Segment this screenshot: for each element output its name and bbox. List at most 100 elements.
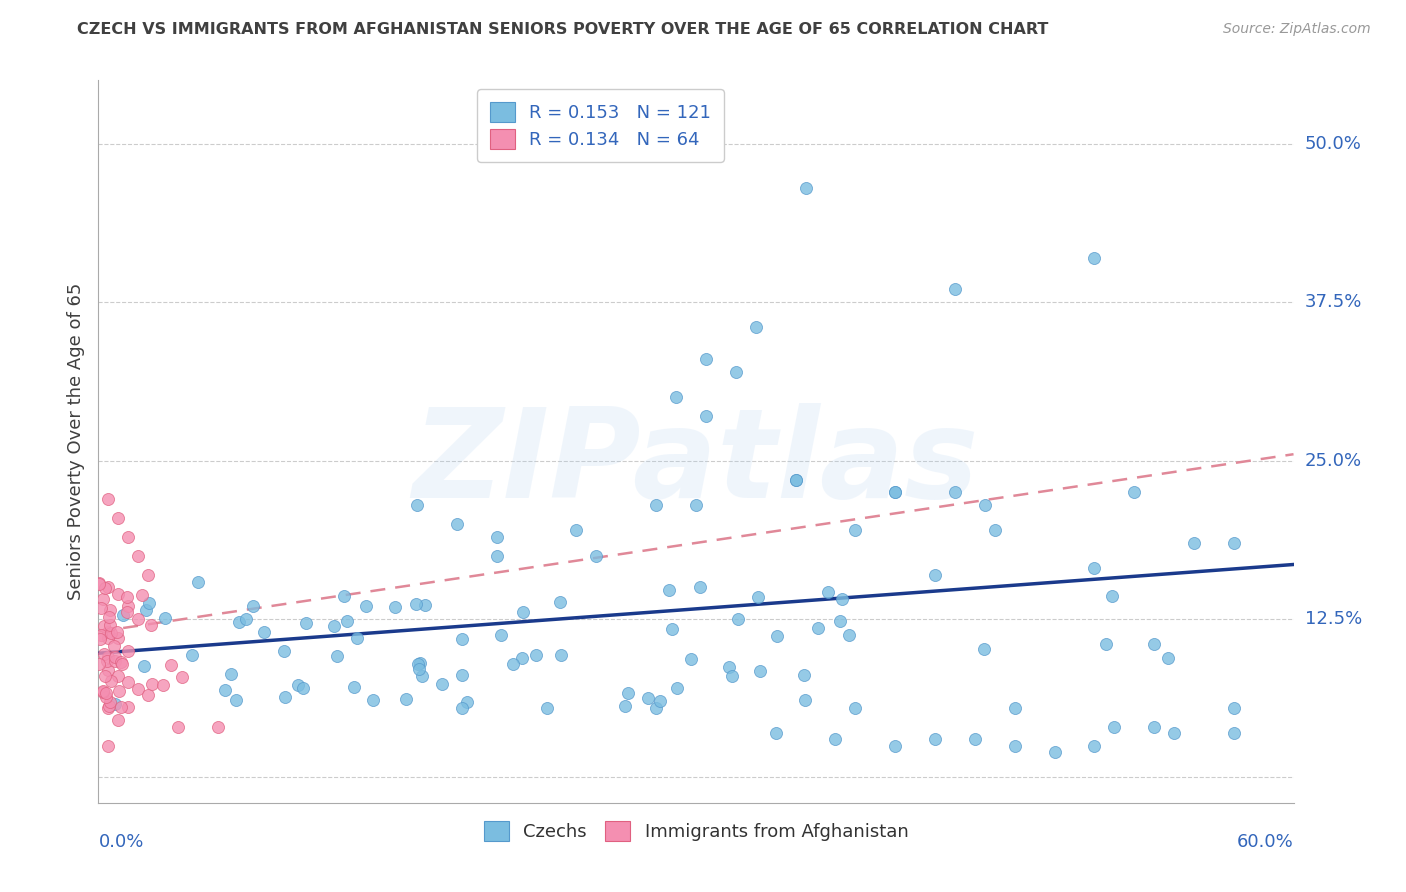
Point <box>94 690 117 704</box>
Point <box>1143 720 1166 734</box>
Point <box>884 739 907 753</box>
Point <box>973 498 995 512</box>
Point <box>91 592 114 607</box>
Point <box>689 580 711 594</box>
Point <box>502 657 524 672</box>
Point <box>727 612 749 626</box>
Point <box>141 677 163 691</box>
Point <box>745 320 768 334</box>
Point <box>973 642 995 657</box>
Point <box>117 605 139 619</box>
Point <box>884 485 907 500</box>
Point <box>97 491 120 506</box>
Point <box>97 624 120 639</box>
Point <box>98 618 121 632</box>
Point <box>613 698 636 713</box>
Point <box>409 656 432 670</box>
Point <box>406 657 429 672</box>
Point <box>167 720 190 734</box>
Point <box>97 698 120 713</box>
Legend: Czechs, Immigrants from Afghanistan: Czechs, Immigrants from Afghanistan <box>477 814 915 848</box>
Point <box>830 614 852 628</box>
Point <box>127 549 149 563</box>
Y-axis label: Seniors Poverty Over the Age of 65: Seniors Poverty Over the Age of 65 <box>66 283 84 600</box>
Point <box>325 648 347 663</box>
Point <box>187 574 209 589</box>
Point <box>1143 637 1166 651</box>
Point <box>450 700 472 714</box>
Point <box>838 628 860 642</box>
Point <box>100 674 122 689</box>
Point <box>1182 536 1205 550</box>
Text: 37.5%: 37.5% <box>1305 293 1362 311</box>
Point <box>1095 636 1118 650</box>
Point <box>135 603 157 617</box>
Point <box>87 576 110 591</box>
Point <box>105 625 128 640</box>
Point <box>413 599 436 613</box>
Point <box>117 643 139 657</box>
Point <box>943 485 966 500</box>
Point <box>172 670 194 684</box>
Point <box>97 739 120 753</box>
Text: 25.0%: 25.0% <box>1305 451 1362 469</box>
Point <box>924 732 946 747</box>
Point <box>510 651 533 665</box>
Point <box>117 599 139 614</box>
Point <box>512 605 534 619</box>
Point <box>291 681 314 696</box>
Point <box>747 590 769 604</box>
Point <box>138 596 160 610</box>
Point <box>93 581 115 595</box>
Point <box>408 662 430 676</box>
Point <box>87 577 110 591</box>
Point <box>104 649 127 664</box>
Point <box>1004 739 1026 753</box>
Point <box>132 658 155 673</box>
Point <box>97 650 120 665</box>
Point <box>616 686 638 700</box>
Point <box>136 688 159 702</box>
Point <box>252 624 274 639</box>
Point <box>103 639 125 653</box>
Point <box>242 599 264 614</box>
Point <box>548 595 571 609</box>
Point <box>637 691 659 706</box>
Point <box>943 282 966 296</box>
Point <box>96 686 118 700</box>
Point <box>91 685 114 699</box>
Point <box>90 628 112 642</box>
Point <box>648 694 671 708</box>
Point <box>363 693 385 707</box>
Point <box>97 663 120 677</box>
Point <box>405 597 427 611</box>
Point <box>585 549 607 563</box>
Point <box>346 632 368 646</box>
Point <box>884 485 907 500</box>
Point <box>406 498 429 512</box>
Point <box>451 632 474 646</box>
Point <box>139 618 162 632</box>
Text: 50.0%: 50.0% <box>1305 135 1361 153</box>
Point <box>831 592 853 607</box>
Point <box>1083 251 1105 265</box>
Text: ZIPatlas: ZIPatlas <box>413 402 979 524</box>
Point <box>1083 739 1105 753</box>
Point <box>794 181 817 195</box>
Point <box>115 590 138 604</box>
Point <box>97 700 120 714</box>
Point <box>160 658 183 673</box>
Point <box>127 612 149 626</box>
Point <box>274 690 297 704</box>
Point <box>354 599 377 613</box>
Text: 60.0%: 60.0% <box>1237 833 1294 851</box>
Point <box>665 390 688 404</box>
Point <box>963 732 986 747</box>
Point <box>112 607 135 622</box>
Point <box>1004 700 1026 714</box>
Point <box>661 622 683 636</box>
Point <box>228 615 250 629</box>
Text: 0.0%: 0.0% <box>98 833 143 851</box>
Point <box>295 615 318 630</box>
Point <box>666 681 689 695</box>
